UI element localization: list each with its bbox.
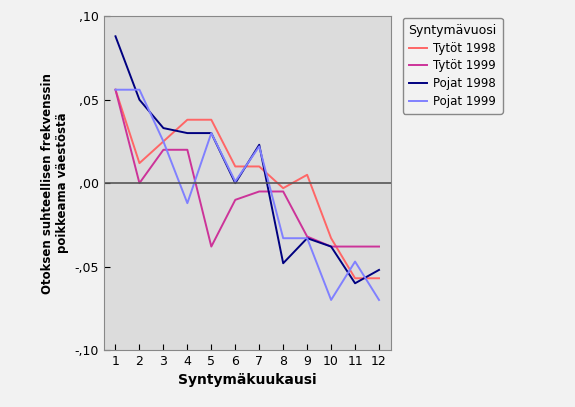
- Legend: Tytöt 1998, Tytöt 1999, Pojat 1998, Pojat 1999: Tytöt 1998, Tytöt 1999, Pojat 1998, Poja…: [402, 18, 503, 114]
- Tytöt 1998: [375, 276, 382, 281]
- Pojat 1999: [232, 179, 239, 184]
- Tytöt 1999: [256, 189, 263, 194]
- Tytöt 1999: [232, 197, 239, 202]
- Y-axis label: Otoksen suhteellisen frekvenssin
poikkeama väestöstä: Otoksen suhteellisen frekvenssin poikkea…: [41, 73, 68, 293]
- Pojat 1999: [208, 131, 215, 136]
- Tytöt 1999: [208, 244, 215, 249]
- Tytöt 1999: [328, 244, 335, 249]
- Pojat 1998: [375, 267, 382, 272]
- Tytöt 1999: [160, 147, 167, 152]
- Tytöt 1998: [112, 87, 119, 92]
- Pojat 1999: [304, 236, 310, 241]
- Pojat 1999: [160, 139, 167, 144]
- Pojat 1998: [208, 131, 215, 136]
- Tytöt 1998: [328, 236, 335, 241]
- Tytöt 1999: [184, 147, 191, 152]
- Pojat 1999: [375, 298, 382, 302]
- Tytöt 1999: [304, 234, 310, 239]
- Pojat 1998: [304, 236, 310, 241]
- Pojat 1998: [256, 142, 263, 147]
- Pojat 1998: [279, 261, 286, 266]
- Tytöt 1998: [279, 186, 286, 190]
- Tytöt 1999: [375, 244, 382, 249]
- Pojat 1999: [184, 201, 191, 206]
- Pojat 1998: [160, 126, 167, 131]
- Tytöt 1999: [279, 189, 286, 194]
- Pojat 1999: [279, 236, 286, 241]
- Pojat 1999: [256, 144, 263, 149]
- Line: Pojat 1998: Pojat 1998: [116, 36, 379, 283]
- Line: Pojat 1999: Pojat 1999: [116, 90, 379, 300]
- Tytöt 1999: [352, 244, 359, 249]
- Tytöt 1998: [136, 161, 143, 166]
- Pojat 1999: [112, 87, 119, 92]
- Pojat 1999: [136, 87, 143, 92]
- X-axis label: Syntymäkuukausi: Syntymäkuukausi: [178, 374, 317, 387]
- Pojat 1998: [328, 244, 335, 249]
- Tytöt 1998: [304, 173, 310, 177]
- Tytöt 1999: [136, 181, 143, 186]
- Line: Tytöt 1999: Tytöt 1999: [116, 90, 379, 247]
- Pojat 1998: [232, 181, 239, 186]
- Pojat 1999: [352, 259, 359, 264]
- Tytöt 1998: [208, 117, 215, 122]
- Tytöt 1998: [160, 139, 167, 144]
- Pojat 1999: [328, 298, 335, 302]
- Pojat 1998: [184, 131, 191, 136]
- Pojat 1998: [112, 34, 119, 39]
- Pojat 1998: [352, 281, 359, 286]
- Pojat 1998: [136, 97, 143, 102]
- Tytöt 1999: [112, 87, 119, 92]
- Line: Tytöt 1998: Tytöt 1998: [116, 90, 379, 278]
- Tytöt 1998: [184, 117, 191, 122]
- Tytöt 1998: [232, 164, 239, 169]
- Tytöt 1998: [256, 164, 263, 169]
- Tytöt 1998: [352, 276, 359, 281]
